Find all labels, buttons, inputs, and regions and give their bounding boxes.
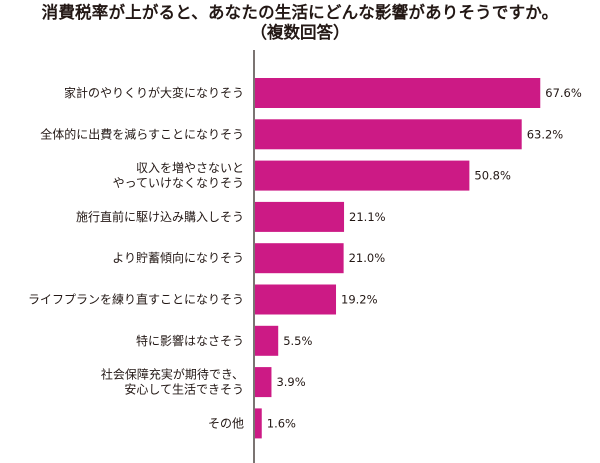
chart-subtitle: （複数回答） bbox=[250, 23, 350, 42]
bar-group: 家計のやりくりが大変になりそう 67.6% 全体的に出費を減らすことになりそう 63.… bbox=[28, 78, 582, 439]
category-label: ライフプランを練り直すことになりそう bbox=[28, 293, 244, 307]
bar bbox=[255, 284, 337, 315]
value-label: 63.2% bbox=[527, 127, 564, 141]
bar bbox=[255, 367, 272, 398]
bar bbox=[255, 78, 541, 108]
bar bbox=[255, 201, 345, 232]
bar bbox=[255, 325, 279, 356]
category-label: 特に影響はなさそう bbox=[136, 333, 244, 348]
value-label: 50.8% bbox=[474, 169, 511, 183]
value-label: 19.2% bbox=[341, 293, 378, 307]
value-label: 5.5% bbox=[283, 334, 312, 348]
bar bbox=[255, 160, 470, 191]
category-label: 全体的に出費を減らすことになりそう bbox=[40, 126, 244, 141]
category-label: 安心して生活できそう bbox=[124, 382, 244, 397]
bar bbox=[255, 243, 344, 274]
value-label: 21.0% bbox=[349, 251, 386, 265]
category-label: その他 bbox=[208, 416, 244, 430]
category-label: 収入を増やさないと bbox=[136, 161, 244, 175]
category-label: 家計のやりくりが大変になりそう bbox=[64, 85, 244, 100]
value-label: 1.6% bbox=[267, 416, 296, 430]
category-label: やっていけなくなりそう bbox=[113, 176, 244, 190]
category-label: より貯蓄傾向になりそう bbox=[112, 250, 244, 265]
bar bbox=[255, 408, 262, 439]
bar bbox=[255, 119, 522, 150]
value-label: 21.1% bbox=[349, 210, 386, 224]
chart-title: 消費税率が上がると、あなたの生活にどんな影響がありそうですか。 bbox=[41, 3, 559, 22]
category-label: 社会保障充実が期待でき、 bbox=[101, 367, 244, 382]
category-label: 施行直前に駆け込み購入しそう bbox=[76, 209, 244, 224]
value-label: 67.6% bbox=[545, 86, 582, 100]
value-label: 3.9% bbox=[276, 375, 305, 389]
